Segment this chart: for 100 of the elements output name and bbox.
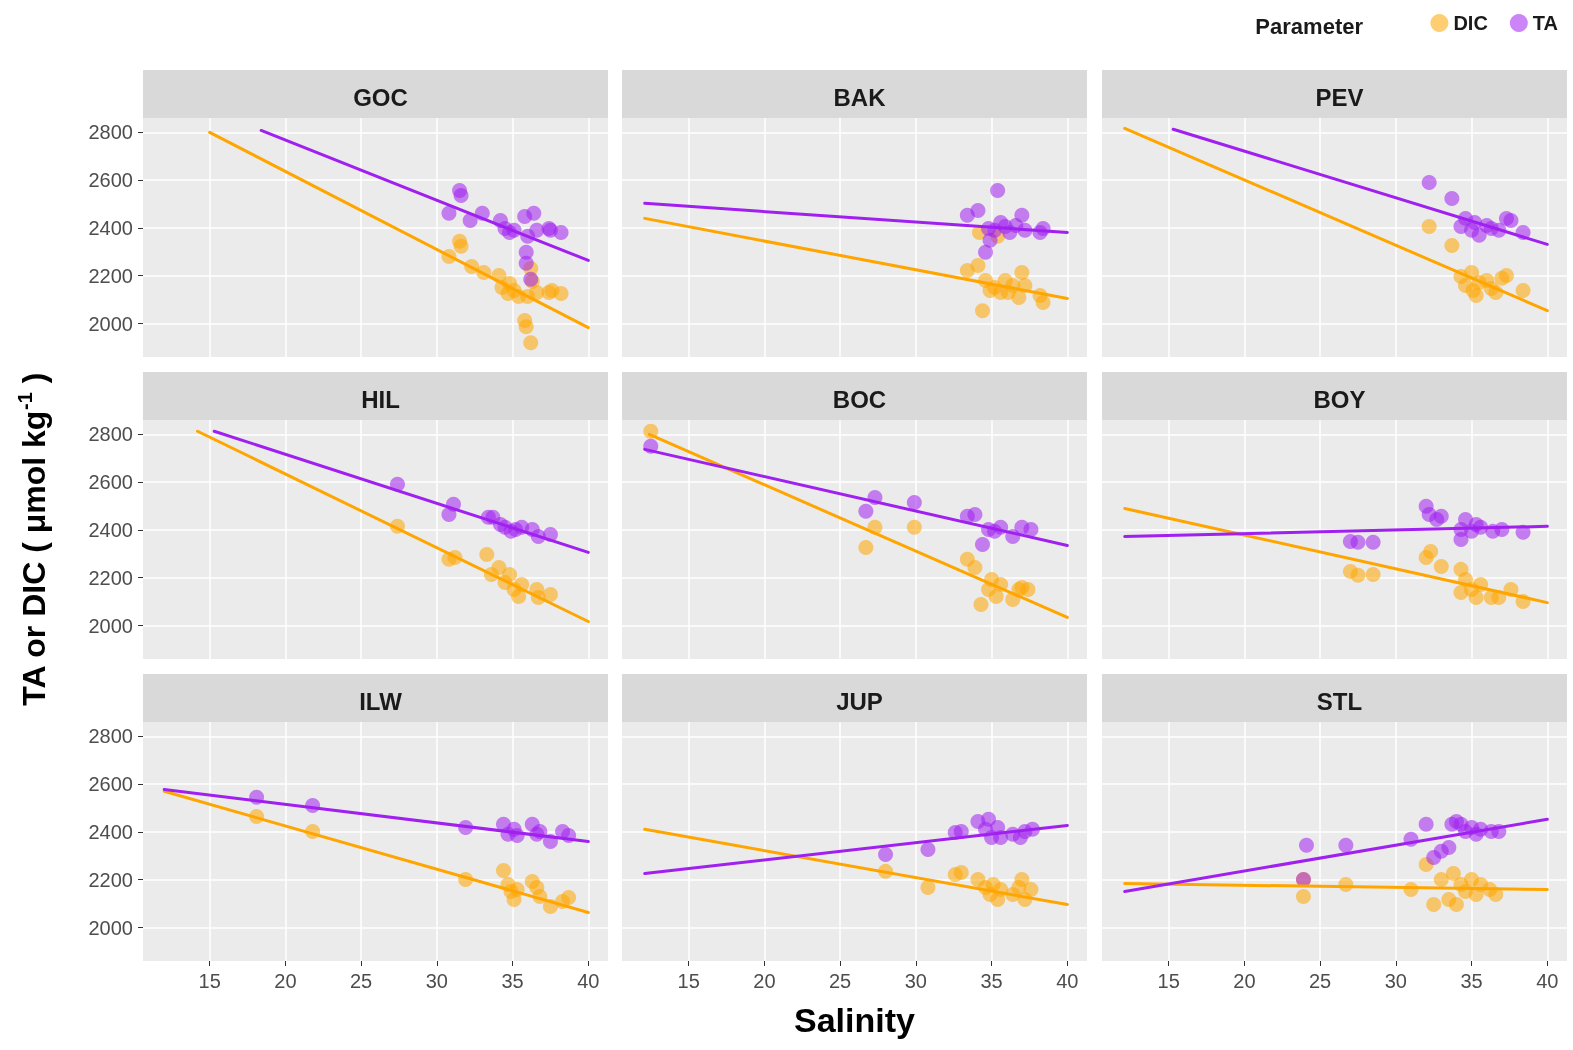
point [1365,534,1381,550]
point [990,182,1006,198]
point [518,319,534,335]
y-tick-label: 2800 [88,725,133,748]
x-tick-label: 40 [1536,970,1559,992]
point [518,255,534,271]
point [511,588,527,604]
point [1014,207,1030,223]
point [1448,897,1464,913]
point [1471,227,1487,243]
point [1433,559,1449,574]
chart-title: GOC [353,83,408,111]
point [1433,508,1449,524]
point [502,566,518,582]
chart-title: JUP [836,687,883,715]
point [542,586,558,602]
x-tick-label: 25 [828,970,852,992]
point [970,257,986,273]
x-tick-label: 15 [198,970,221,992]
point [526,205,542,221]
y-axis-title: TA or DIC ( μmol kg-1 ) [14,372,52,706]
point [906,494,922,510]
point [1426,897,1442,913]
point [1298,837,1314,853]
point [1503,213,1519,229]
point [1444,237,1460,253]
y-tick-label: 2000 [88,916,133,939]
point [491,559,507,575]
point [1421,219,1437,234]
y-tick-label: 2600 [88,169,133,192]
point [553,285,569,301]
x-tick-label: 15 [677,970,700,992]
point [920,841,936,857]
point [1035,295,1051,310]
point [1441,839,1457,855]
x-tick-label: 35 [980,970,1003,992]
point [973,597,989,612]
point [479,547,495,563]
point [1498,268,1514,283]
y-tick-label: 2800 [88,423,133,446]
point [1014,264,1030,280]
point [1453,532,1469,547]
point [1468,590,1484,606]
chart-title: BOY [1313,385,1366,413]
point [1023,521,1039,537]
x-tick-label: 40 [1056,970,1079,992]
point [858,539,874,555]
point [1468,288,1484,304]
x-tick-label: 20 [1233,970,1256,992]
point [1421,175,1437,191]
point [978,244,994,260]
point [906,519,922,535]
point [453,238,469,254]
point [1515,283,1531,299]
y-tick-label: 2600 [88,471,133,494]
point [953,865,969,881]
point [1350,534,1366,550]
x-tick-label: 35 [1460,970,1483,992]
y-tick-label: 2200 [88,264,133,287]
point [1418,816,1434,832]
point [529,222,545,238]
x-axis-title: Salinity [794,1001,916,1039]
point [441,205,457,221]
point [988,588,1004,604]
y-tick-label: 2400 [88,820,133,843]
point [967,506,983,522]
x-tick-label: 30 [904,970,927,992]
x-tick-label: 15 [1157,970,1180,992]
x-tick-label: 40 [577,970,600,992]
x-tick-label: 35 [501,970,524,992]
point [1423,543,1439,559]
point [1011,289,1027,305]
point [975,303,990,319]
legend-label: TA [1532,12,1559,34]
point [496,862,511,878]
x-tick-label: 30 [1384,970,1407,992]
chart-title: STL [1316,687,1363,715]
chart-title: ILW [359,687,403,715]
point [1444,191,1460,207]
point [967,559,983,575]
point [1350,567,1366,583]
point [1365,566,1381,582]
point [1338,837,1354,853]
point [453,187,469,203]
point [1014,872,1030,887]
point [878,846,894,862]
legend-title: Parameter [1255,13,1364,39]
chart-title: PEV [1315,83,1364,111]
x-tick-label: 20 [274,970,297,992]
point [970,203,986,218]
chart-title: BAK [833,83,887,111]
point [920,879,936,895]
chart-title: BOC [832,385,887,413]
y-tick-label: 2200 [88,566,133,589]
y-tick-label: 2200 [88,868,133,891]
y-tick-label: 2400 [88,518,133,541]
chart-title: HIL [361,385,400,413]
y-tick-label: 2000 [88,312,133,335]
point [561,889,577,905]
x-tick-label: 25 [349,970,373,992]
